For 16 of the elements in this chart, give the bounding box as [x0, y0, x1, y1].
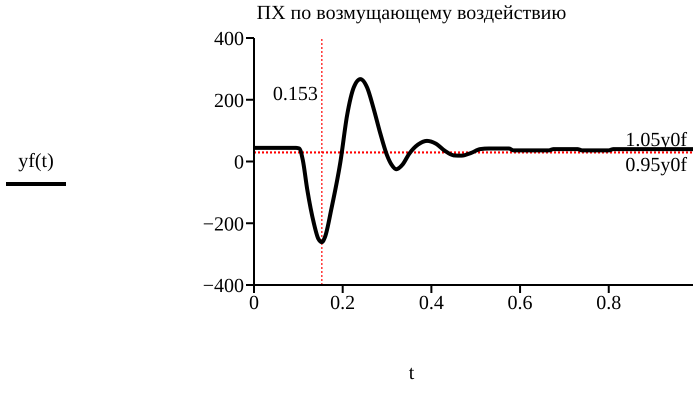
y-tick-label: 200 [214, 90, 244, 112]
y-tick-label: 0 [234, 152, 244, 174]
x-tick-label: 0.6 [508, 292, 533, 314]
y-tick-label: 400 [214, 28, 244, 50]
y-tick-label: −400 [202, 275, 244, 298]
x-tick-label: 0.2 [330, 292, 356, 314]
ref-line-label: 1.05y0f [625, 128, 688, 151]
x-tick-label: 0.4 [418, 292, 444, 314]
x-axis-title: t [408, 362, 416, 385]
x-tick-label: 0 [249, 292, 259, 314]
y-tick-label: −200 [202, 213, 244, 236]
text: yf(t) [17, 150, 55, 173]
ref-line-label: 0.95y0f [625, 154, 688, 176]
x-tick-label: 0.8 [596, 292, 622, 314]
ref-line-label: 0.153 [272, 83, 318, 105]
chart-title: ПХ по возмущающему воздействию [256, 1, 568, 26]
